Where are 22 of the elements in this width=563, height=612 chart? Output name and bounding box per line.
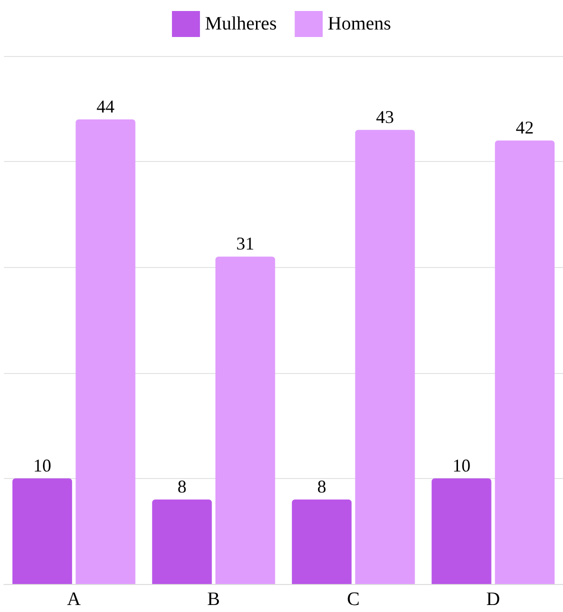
x-tick-label: A [67, 589, 82, 610]
bar [494, 140, 555, 584]
data-label: 44 [96, 96, 115, 116]
bar [76, 119, 136, 584]
data-label: 10 [452, 455, 470, 476]
data-label: 43 [376, 106, 394, 127]
data-label: 31 [236, 234, 254, 254]
data-label: 8 [177, 476, 186, 497]
bar [432, 478, 492, 584]
legend-label: Mulheres [204, 14, 277, 34]
data-label: 8 [317, 476, 326, 497]
data-label: 10 [33, 455, 52, 476]
legend-label: Homens [328, 14, 392, 34]
x-tick-label: D [486, 589, 500, 610]
bar [152, 500, 212, 584]
x-tick-label: B [207, 589, 220, 610]
bar [12, 478, 72, 584]
data-label: 42 [516, 117, 534, 138]
bar [215, 256, 276, 584]
bar [292, 500, 352, 584]
bar [355, 130, 415, 584]
x-tick-label: C [347, 589, 360, 610]
